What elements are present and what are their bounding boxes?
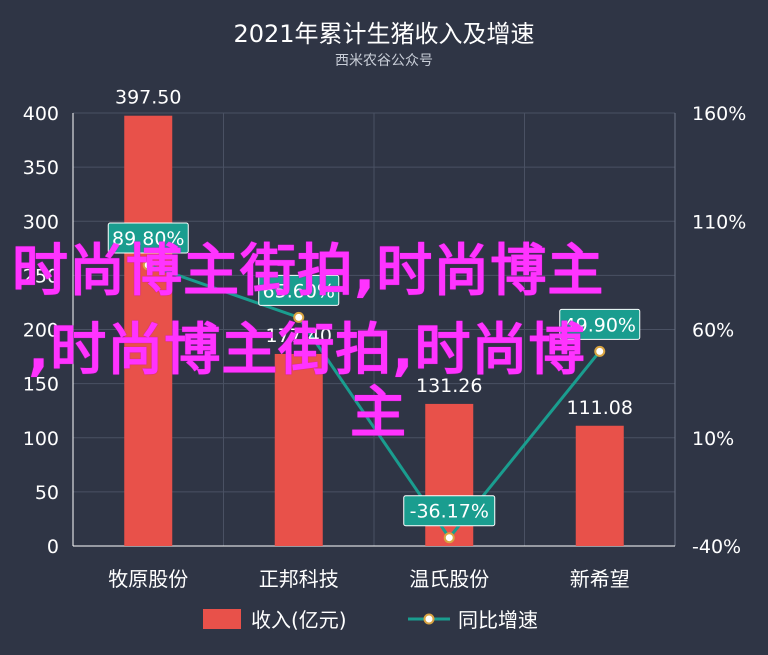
bar-value-label: 177.40 <box>266 325 332 347</box>
bar-value-label: 397.50 <box>115 87 181 109</box>
growth-point-2 <box>443 532 455 544</box>
x-tick-label: 温氏股份 <box>409 567 489 591</box>
bar-value-label: 131.26 <box>416 375 482 397</box>
bar-value-label: 111.08 <box>567 397 633 419</box>
y-left-tick-label: 200 <box>23 320 59 342</box>
bar-3 <box>575 425 624 546</box>
growth-point-1 <box>293 311 305 323</box>
y-left-tick-label: 150 <box>23 374 59 396</box>
y-right-tick-label: 110% <box>692 211 746 233</box>
growth-line <box>147 263 601 541</box>
legend-bar-swatch <box>203 609 241 629</box>
legend-bar-label: 收入(亿元) <box>251 608 347 632</box>
growth-value-label: 89.80% <box>112 228 184 250</box>
x-tick-label: 牧原股份 <box>108 567 188 591</box>
growth-value-label: 65.60% <box>263 280 335 302</box>
y-left-tick-label: 300 <box>23 211 59 233</box>
growth-value-label: -36.17% <box>410 501 489 523</box>
y-right-tick-label: 10% <box>692 428 734 450</box>
bar-0 <box>124 115 173 547</box>
x-tick-label: 新希望 <box>570 567 630 591</box>
y-right-tick-label: 60% <box>692 320 734 342</box>
y-left-tick-label: 400 <box>23 103 59 125</box>
watermark-text-3: 主 <box>350 381 407 446</box>
growth-label-box <box>559 308 641 340</box>
legend-line-marker <box>423 613 435 625</box>
growth-point-0 <box>142 259 154 271</box>
chart-subtitle: 西米农谷公众号 <box>335 53 433 69</box>
legend-line-label: 同比增速 <box>458 608 538 632</box>
growth-point-3 <box>594 345 606 357</box>
growth-label-box <box>107 222 189 254</box>
y-left-tick-label: 100 <box>23 428 59 450</box>
x-tick-label: 正邦科技 <box>259 567 339 591</box>
growth-value-label: 49.90% <box>564 314 636 336</box>
watermark-text-2: ,时尚博主街拍,时尚博 <box>28 318 586 383</box>
y-left-tick-label: 250 <box>23 265 59 287</box>
y-left-tick-label: 0 <box>47 536 59 558</box>
growth-label-box <box>403 495 496 527</box>
y-right-tick-label: -40% <box>692 536 741 558</box>
growth-label-box <box>258 274 340 306</box>
y-left-tick-label: 350 <box>23 157 59 179</box>
bar-1 <box>274 353 323 546</box>
watermark-text-1: 时尚博主街拍,时尚博主 <box>12 239 605 304</box>
y-right-tick-label: 160% <box>692 103 746 125</box>
chart-title: 2021年累计生猪收入及增速 <box>233 20 535 48</box>
y-left-tick-label: 50 <box>35 482 59 504</box>
